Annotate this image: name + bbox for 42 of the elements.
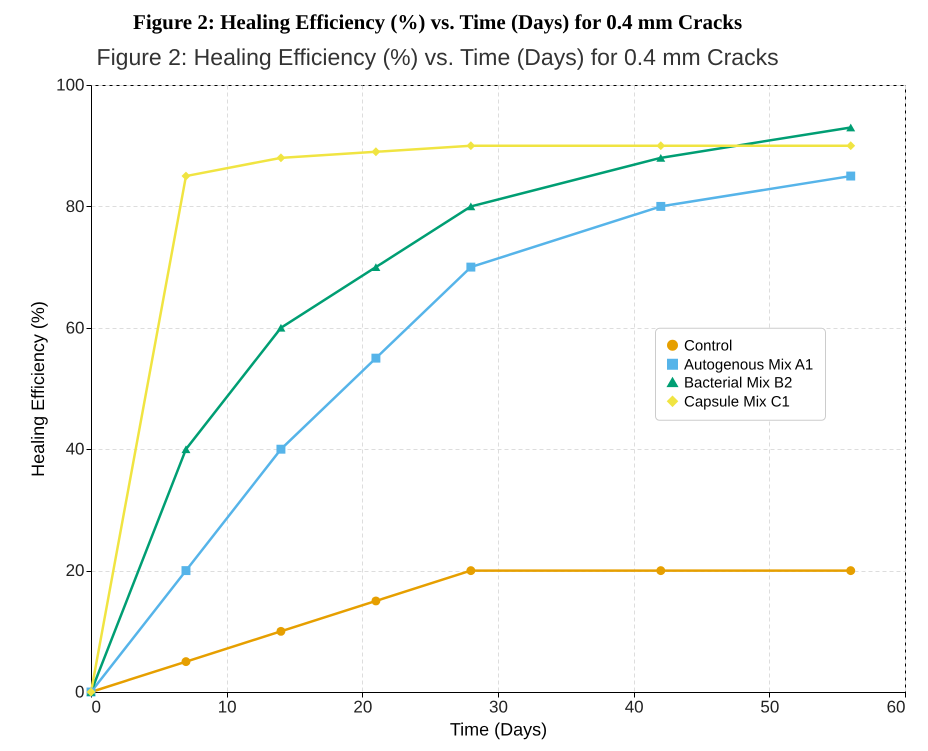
x-tick-label: 60 <box>886 698 906 716</box>
y-tick-label: 80 <box>66 196 84 216</box>
point <box>466 566 476 576</box>
point <box>371 263 380 271</box>
point <box>371 147 380 156</box>
legend-label: Control <box>684 337 732 354</box>
point <box>181 566 190 576</box>
legend-label: Capsule Mix C1 <box>684 393 790 410</box>
x-tick-label: 40 <box>624 698 644 716</box>
point <box>276 626 286 636</box>
x-tick-label: 20 <box>353 698 372 716</box>
point <box>276 444 286 454</box>
y-tick-label: 20 <box>66 561 84 580</box>
point <box>371 596 380 606</box>
point <box>181 172 190 181</box>
point <box>846 124 856 132</box>
chart-subtitle: Figure 2: Healing Efficiency (%) vs. Time (Days) for 0.4 mm Cracks <box>96 44 779 70</box>
x-tick-label: 30 <box>489 698 508 716</box>
x-tick-label: 10 <box>218 698 237 716</box>
point <box>656 202 666 211</box>
point <box>181 445 190 454</box>
y-tick-label: 0 <box>75 682 84 702</box>
chart-title: Figure 2: Healing Efficiency (%) vs. Time (Days) for 0.4 mm Cracks <box>133 10 742 34</box>
x-axis-title: Time (Days) <box>450 720 548 740</box>
y-tick-label: 40 <box>66 440 84 459</box>
y-tick-label: 60 <box>66 318 84 338</box>
point <box>276 153 286 162</box>
point <box>656 566 666 576</box>
legend-label: Autogenous Mix A1 <box>684 356 814 374</box>
y-axis-title: Healing Efficiency (%) <box>28 301 48 477</box>
x-tick-label: 50 <box>760 698 780 716</box>
y-tick-label: 100 <box>56 76 84 94</box>
point <box>466 262 476 272</box>
legend-label: Bacterial Mix B2 <box>684 374 792 392</box>
point <box>846 172 856 181</box>
point <box>656 154 666 162</box>
point <box>846 566 856 576</box>
point <box>276 324 286 332</box>
point <box>371 354 380 363</box>
x-tick-label: 0 <box>92 698 101 716</box>
point <box>181 657 190 666</box>
point <box>466 202 476 210</box>
